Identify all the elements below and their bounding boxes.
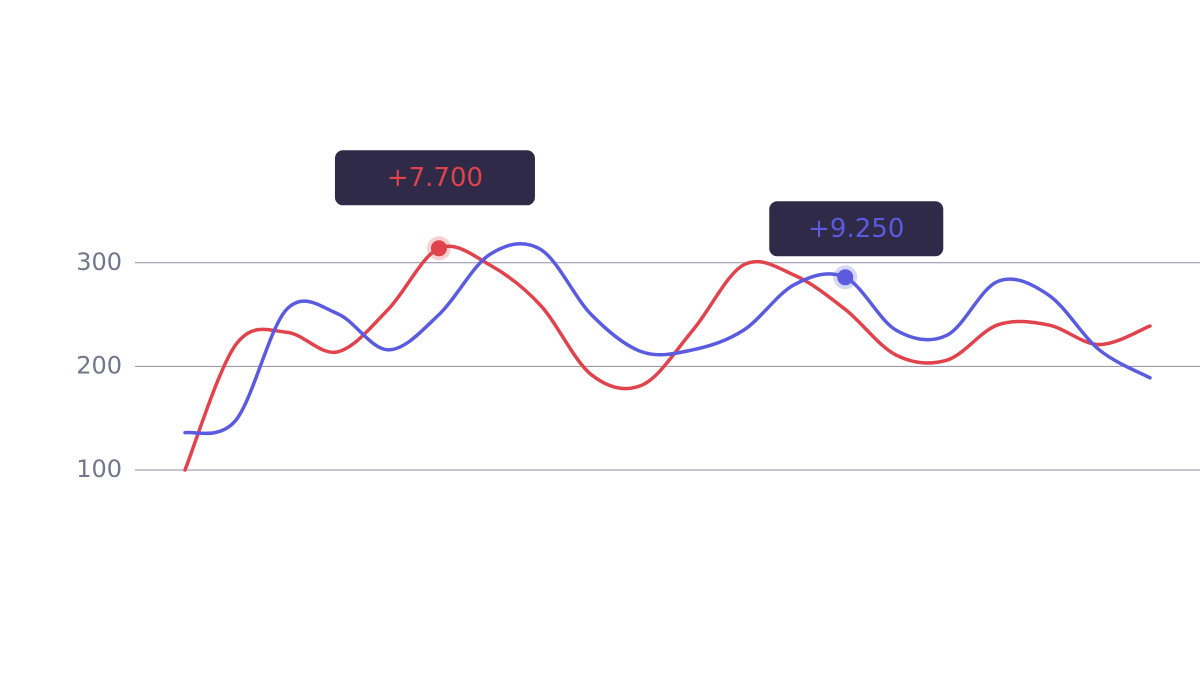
annotation-text: +9.250 xyxy=(808,214,904,244)
y-tick-label: 300 xyxy=(76,248,122,276)
annotation-text: +7.700 xyxy=(387,163,483,193)
y-tick-label: 200 xyxy=(76,351,122,379)
highlight-point xyxy=(837,269,854,286)
line-series xyxy=(183,244,1152,472)
y-tick-label: 100 xyxy=(76,455,122,483)
line-series xyxy=(183,241,1152,436)
annotation-box xyxy=(769,201,944,257)
highlight-point xyxy=(430,240,447,257)
annotation-box xyxy=(334,150,535,206)
